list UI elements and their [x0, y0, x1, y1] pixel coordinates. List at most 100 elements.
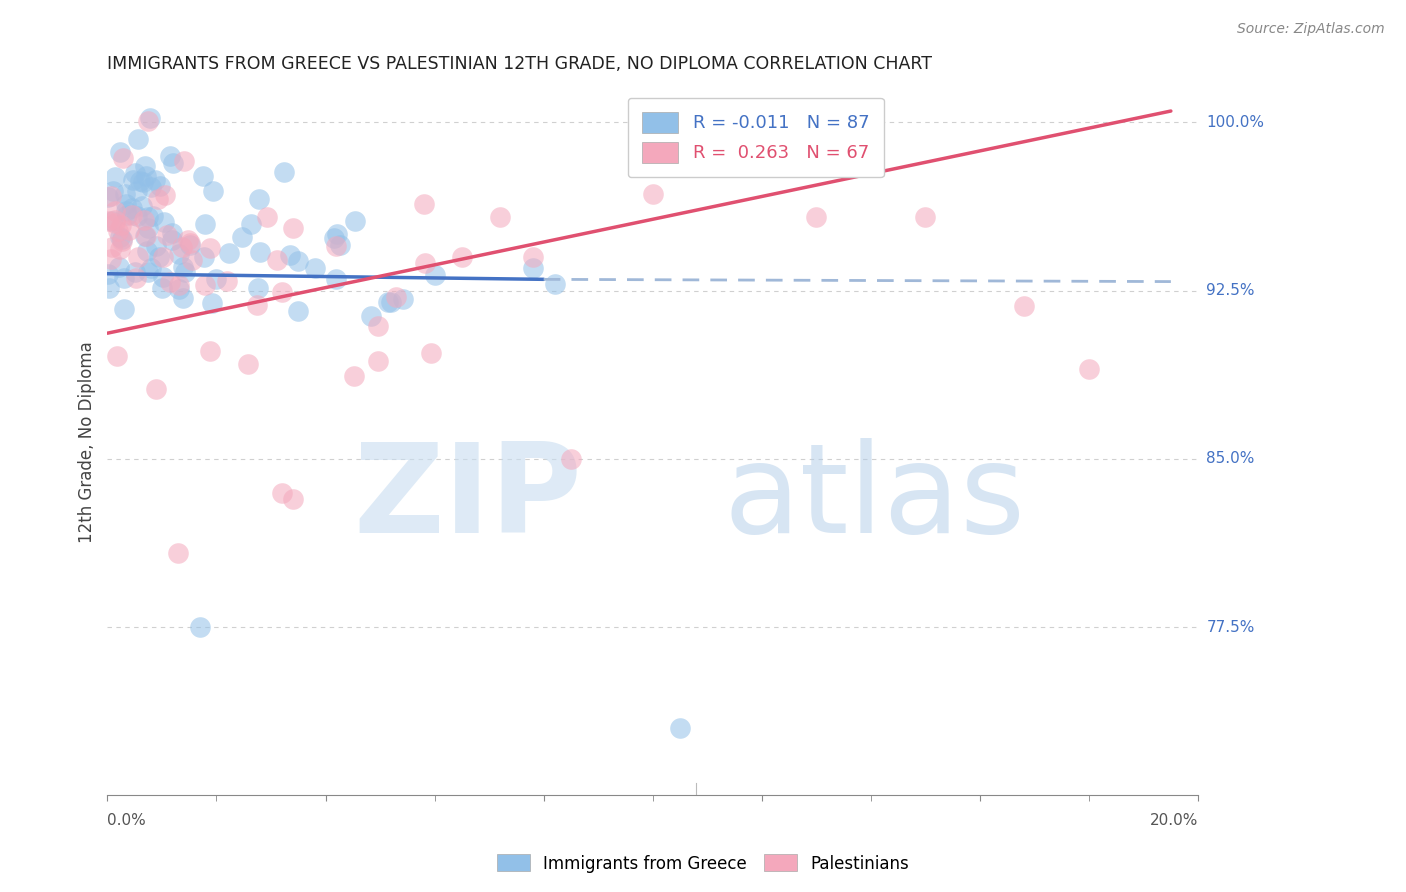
Point [273, 165, 295, 179]
Point [385, 290, 408, 304]
Point [167, 282, 190, 296]
Point [111, 231, 134, 245]
Point [110, 242, 132, 256]
Point [136, 114, 159, 128]
Point [150, 281, 173, 295]
Point [139, 180, 162, 194]
Point [118, 223, 141, 237]
Point [172, 260, 194, 274]
Point [146, 192, 169, 206]
Point [204, 272, 226, 286]
Point [124, 265, 146, 279]
Point [139, 112, 162, 126]
Point [97, 214, 120, 228]
Point [97, 281, 120, 295]
Point [162, 156, 184, 170]
Point [115, 197, 138, 211]
Y-axis label: 12th Grade, No Diploma: 12th Grade, No Diploma [79, 341, 96, 543]
Point [266, 252, 288, 267]
Point [380, 294, 402, 309]
Point [173, 154, 195, 169]
Point [169, 247, 191, 261]
Point [806, 210, 828, 224]
Point [323, 231, 346, 245]
Point [108, 229, 131, 244]
Point [392, 292, 415, 306]
Point [149, 179, 172, 194]
Point [153, 188, 176, 202]
Point [162, 233, 184, 247]
Point [215, 274, 238, 288]
Point [283, 221, 305, 235]
Point [198, 241, 221, 255]
Point [105, 349, 128, 363]
Text: ZIP: ZIP [353, 438, 582, 559]
Point [413, 196, 436, 211]
Point [125, 184, 148, 198]
Point [162, 226, 184, 240]
Point [167, 277, 190, 292]
Point [159, 275, 181, 289]
Point [287, 254, 309, 268]
Point [131, 199, 153, 213]
Point [152, 269, 174, 284]
Point [270, 485, 292, 500]
Point [231, 229, 253, 244]
Point [218, 245, 240, 260]
Text: Source: ZipAtlas.com: Source: ZipAtlas.com [1237, 22, 1385, 37]
Point [271, 285, 294, 300]
Point [420, 345, 443, 359]
Point [325, 272, 347, 286]
Point [127, 132, 149, 146]
Point [145, 383, 167, 397]
Point [108, 145, 131, 160]
Point [143, 173, 166, 187]
Point [304, 261, 326, 276]
Point [180, 253, 202, 268]
Point [115, 208, 138, 222]
Point [377, 295, 399, 310]
Point [173, 265, 195, 279]
Point [136, 221, 159, 235]
Point [198, 344, 221, 359]
Point [135, 169, 157, 183]
Text: 100.0%: 100.0% [1206, 115, 1264, 129]
Point [326, 227, 349, 241]
Point [172, 240, 194, 254]
Point [179, 238, 201, 252]
Point [153, 215, 176, 229]
Point [167, 546, 190, 560]
Point [172, 292, 194, 306]
Point [329, 238, 352, 252]
Point [367, 353, 389, 368]
Point [112, 301, 135, 316]
Point [249, 245, 271, 260]
Point [415, 256, 437, 270]
Point [543, 277, 565, 291]
Point [191, 169, 214, 184]
Point [159, 149, 181, 163]
Text: IMMIGRANTS FROM GREECE VS PALESTINIAN 12TH GRADE, NO DIPLOMA CORRELATION CHART: IMMIGRANTS FROM GREECE VS PALESTINIAN 12… [107, 55, 932, 73]
Point [127, 209, 149, 223]
Point [125, 271, 148, 285]
Point [107, 224, 129, 238]
Point [641, 187, 664, 202]
Point [134, 159, 156, 173]
Point [114, 187, 136, 202]
Point [134, 229, 156, 244]
Point [100, 252, 122, 267]
Point [343, 214, 366, 228]
Point [522, 261, 544, 276]
Point [104, 203, 127, 218]
Text: 85.0%: 85.0% [1206, 451, 1254, 467]
Point [136, 244, 159, 258]
Point [287, 303, 309, 318]
Point [522, 250, 544, 264]
Point [156, 228, 179, 243]
Point [176, 233, 198, 247]
Point [240, 217, 263, 231]
Point [97, 268, 120, 282]
Point [114, 271, 136, 285]
Point [110, 219, 132, 233]
Point [103, 184, 125, 198]
